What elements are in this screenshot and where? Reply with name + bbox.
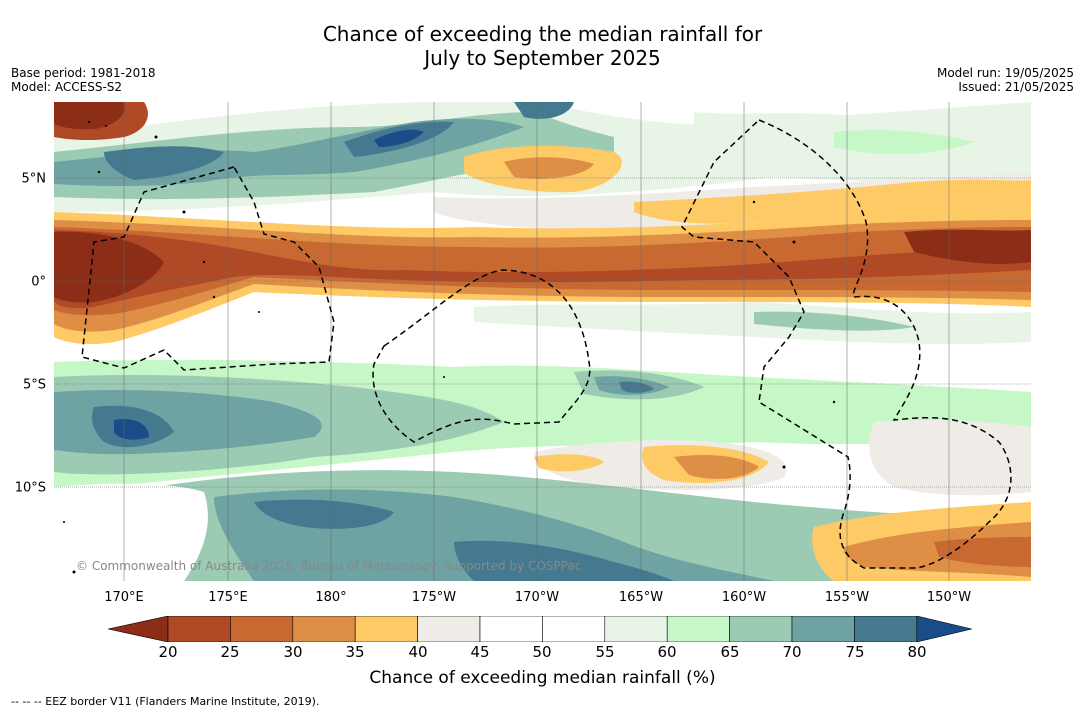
colorbar-extend-high [916, 616, 972, 642]
colorbar-segment [854, 616, 918, 642]
lon-label-175e: 175°E [208, 590, 248, 605]
colorbar-tick: 80 [907, 643, 927, 661]
colorbar-segment [791, 616, 855, 642]
rainfall-map [54, 102, 1031, 581]
lon-label-150w: 150°W [926, 590, 972, 605]
lon-label-175w: 175°W [411, 590, 457, 605]
map-canvas [54, 102, 1031, 581]
colorbar-tick: 50 [532, 643, 552, 661]
colorbar-tick: 75 [845, 643, 865, 661]
colorbar-segment [542, 616, 606, 642]
lat-label-10s: 10°S [14, 480, 46, 496]
run-info: Model run: 19/05/2025 Issued: 21/05/2025 [937, 66, 1074, 94]
colorbar-tick: 70 [782, 643, 802, 661]
colorbar-segment [604, 616, 668, 642]
eez-legend: -- -- -- EEZ border V11 (Flanders Marine… [11, 695, 320, 708]
colorbar-tick: 45 [470, 643, 490, 661]
colorbar-tick: 25 [220, 643, 240, 661]
issued-date: Issued: 21/05/2025 [958, 80, 1074, 94]
colorbar-tick: 40 [408, 643, 428, 661]
colorbar [108, 616, 972, 642]
colorbar-segment [666, 616, 730, 642]
colorbar-extend-low [108, 616, 169, 642]
title-line-2: July to September 2025 [424, 46, 661, 70]
colorbar-segment [354, 616, 418, 642]
colorbar-segment [167, 616, 231, 642]
lon-label-170e: 170°E [104, 590, 144, 605]
map-title: Chance of exceeding the median rainfall … [0, 22, 1085, 70]
lon-label-165w: 165°W [618, 590, 664, 605]
model-info: Base period: 1981-2018 Model: ACCESS-S2 [11, 66, 156, 94]
colorbar-segment [479, 616, 543, 642]
lon-label-160w: 160°W [721, 590, 767, 605]
lon-label-155w: 155°W [824, 590, 870, 605]
lon-label-180: 180° [315, 590, 347, 605]
colorbar-tick: 60 [657, 643, 677, 661]
base-period: Base period: 1981-2018 [11, 66, 156, 80]
colorbar-tick: 35 [345, 643, 365, 661]
model-run-date: Model run: 19/05/2025 [936, 66, 1074, 80]
colorbar-segment [292, 616, 356, 642]
colorbar-label: Chance of exceeding median rainfall (%) [369, 668, 716, 688]
lon-label-170w: 170°W [514, 590, 560, 605]
colorbar-tick: 65 [720, 643, 740, 661]
colorbar-tick: 20 [158, 643, 178, 661]
lat-label-5n: 5°N [21, 171, 47, 187]
colorbar-tick: 30 [283, 643, 303, 661]
colorbar-segment [230, 616, 294, 642]
copyright-notice: © Commonwealth of Australia 2025, Bureau… [76, 559, 582, 573]
title-line-1: Chance of exceeding the median rainfall … [322, 22, 763, 46]
model-name: Model: ACCESS-S2 [11, 80, 123, 94]
colorbar-segment [729, 616, 793, 642]
colorbar-tick: 55 [595, 643, 615, 661]
lat-label-5s: 5°S [22, 377, 46, 393]
colorbar-segment [417, 616, 481, 642]
lat-label-0: 0° [31, 274, 46, 290]
